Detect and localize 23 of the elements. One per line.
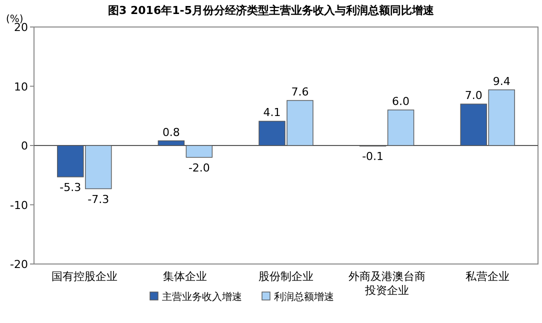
data-label: -5.3 xyxy=(60,180,82,194)
legend-label: 主营业务收入增速 xyxy=(162,291,242,303)
y-tick-label: 0 xyxy=(21,140,28,152)
data-label: 7.0 xyxy=(464,89,482,102)
y-tick-label: -20 xyxy=(10,258,28,271)
chart-title: 图3 2016年1-5月份分经济类型主营业务收入与利润总额同比增速 xyxy=(108,4,435,17)
x-tick-label: 私营企业 xyxy=(466,270,510,283)
data-label: 0.8 xyxy=(162,126,180,139)
x-tick-label: 股份制企业 xyxy=(258,270,314,283)
data-label: -7.3 xyxy=(88,192,110,206)
data-label: -2.0 xyxy=(188,161,210,174)
data-label: 6.0 xyxy=(392,94,410,108)
x-tick-label: 外商及港澳台商投资企业 xyxy=(348,270,426,297)
data-label: 4.1 xyxy=(263,106,281,120)
legend-label: 利润总额增速 xyxy=(274,291,334,303)
data-label: 9.4 xyxy=(492,74,510,88)
x-tick-label: 国有控股企业 xyxy=(51,270,118,283)
data-label: 7.6 xyxy=(291,85,309,98)
x-tick-label: 集体企业 xyxy=(163,270,208,283)
y-tick-label: 10 xyxy=(14,80,28,94)
y-tick-label: -10 xyxy=(10,198,28,212)
y-tick-label: 20 xyxy=(14,21,28,34)
data-label: -0.1 xyxy=(362,150,384,164)
